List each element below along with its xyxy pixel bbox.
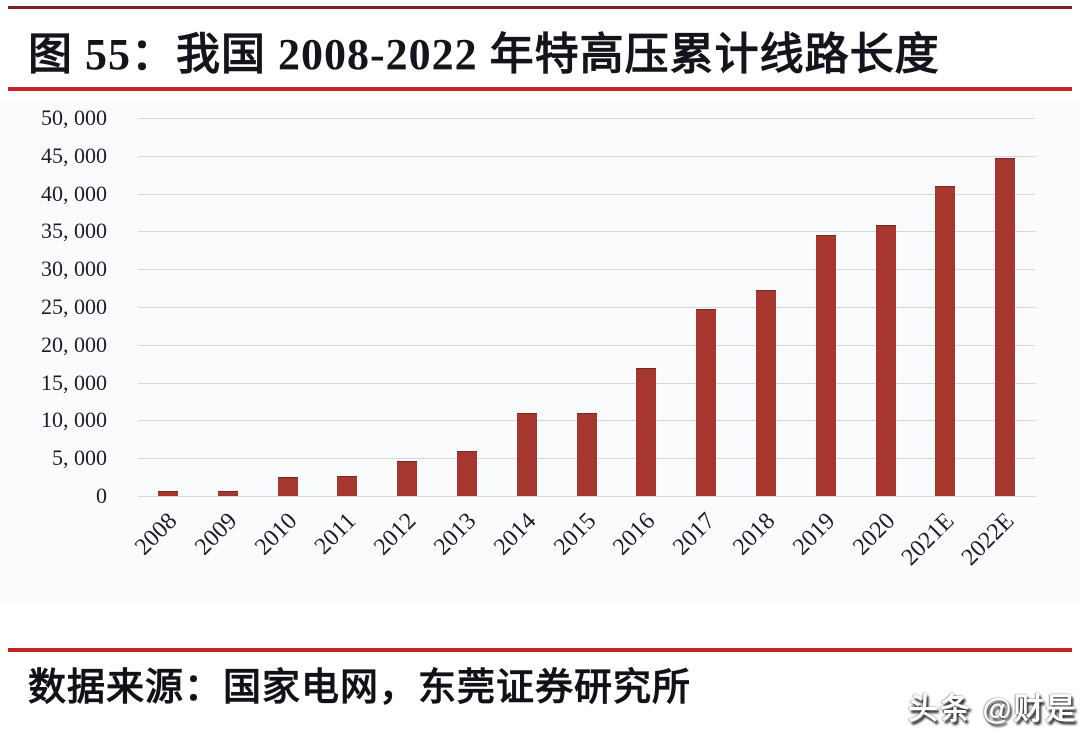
bar-2015 <box>576 412 597 496</box>
gridline-50000 <box>138 118 1035 119</box>
bar-2010 <box>277 477 298 496</box>
gridline-15000 <box>138 382 1035 384</box>
watermark-text: 头条 @财是 <box>908 693 1078 726</box>
gridline-0 <box>138 496 1035 497</box>
y-tick-label-5000: 5, 000 <box>52 445 107 471</box>
bar-2008 <box>157 491 178 496</box>
bar-2016 <box>636 368 657 496</box>
gridline-35000 <box>138 231 1035 233</box>
bar-2018 <box>755 290 776 496</box>
top-rule-line <box>8 6 1072 9</box>
gridline-30000 <box>138 269 1035 271</box>
y-tick-label-40000: 40, 000 <box>41 180 107 206</box>
footer-rule-line <box>8 648 1072 652</box>
y-tick-label-45000: 45, 000 <box>41 142 107 168</box>
y-tick-label-15000: 15, 000 <box>41 369 107 395</box>
gridline-40000 <box>138 193 1035 195</box>
y-tick-label-25000: 25, 000 <box>41 294 107 319</box>
y-tick-label-20000: 20, 000 <box>41 331 107 357</box>
bar-2020 <box>875 224 896 496</box>
y-tick-label-35000: 35, 000 <box>41 218 107 244</box>
data-source-text: 数据来源：国家电网，东莞证券研究所 <box>28 667 692 709</box>
y-tick-label-30000: 30, 000 <box>41 256 107 282</box>
bar-2022E <box>995 158 1016 496</box>
bar-2012 <box>397 461 418 496</box>
gridline-45000 <box>138 155 1035 157</box>
gridline-25000 <box>138 307 1035 308</box>
bar-2013 <box>456 450 477 496</box>
gridline-20000 <box>138 344 1035 346</box>
title-underline <box>8 87 1072 91</box>
figure-title: 图 55：我国 2008-2022 年特高压累计线路长度 <box>28 30 940 79</box>
bar-2009 <box>217 491 238 496</box>
bar-2014 <box>516 412 537 496</box>
bar-2011 <box>337 476 358 496</box>
plot-background <box>0 100 1080 605</box>
bar-2021E <box>935 186 956 496</box>
bar-2017 <box>696 309 717 496</box>
bar-2019 <box>815 235 836 496</box>
y-tick-label-0: 0 <box>96 483 107 508</box>
y-tick-label-50000: 50, 000 <box>41 105 107 130</box>
y-tick-label-10000: 10, 000 <box>41 407 107 433</box>
